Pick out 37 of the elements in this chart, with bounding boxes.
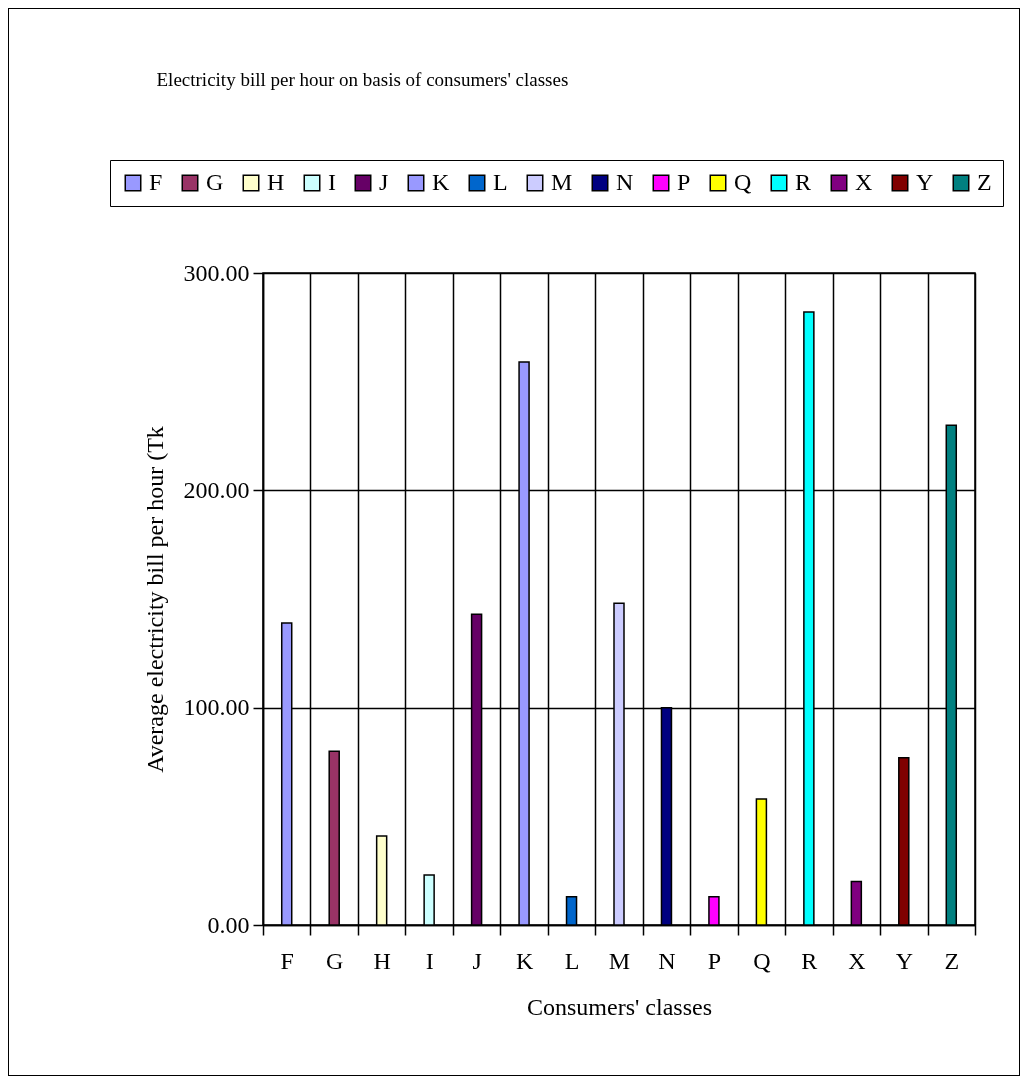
legend-label: M <box>551 169 573 195</box>
x-tick-label: X <box>848 947 866 974</box>
legend-label: Q <box>734 169 752 195</box>
x-axis-title: Consumers' classes <box>527 993 712 1020</box>
legend-label: Z <box>977 169 992 195</box>
chart-title: Electricity bill per hour on basis of consumers' classes <box>156 68 569 90</box>
x-tick-label: G <box>326 947 344 974</box>
legend-label: P <box>677 169 691 195</box>
y-tick-label: 300.00 <box>183 259 250 286</box>
legend-label: R <box>795 169 812 195</box>
x-tick-label: R <box>801 947 818 974</box>
y-tick-label: 200.00 <box>183 476 250 503</box>
x-tick-label: L <box>564 947 580 974</box>
x-tick-label: J <box>472 947 482 974</box>
x-tick-label: H <box>373 947 391 974</box>
x-tick-label: F <box>280 947 294 974</box>
legend-label: J <box>379 169 389 195</box>
x-tick-label: I <box>425 947 434 974</box>
x-tick-label: Z <box>944 947 960 974</box>
x-tick-label: P <box>707 947 722 974</box>
legend-label: G <box>206 169 224 195</box>
legend-label: Y <box>916 169 934 195</box>
legend-label: N <box>616 169 634 195</box>
legend-label: H <box>267 169 285 195</box>
legend-label: F <box>149 169 163 195</box>
x-tick-label: Q <box>753 947 771 974</box>
y-tick-label: 100.00 <box>183 694 250 721</box>
legend-label: X <box>855 169 873 195</box>
y-axis-title: Average electricity bill per hour (Tk <box>141 426 168 773</box>
x-tick-label: M <box>608 947 631 974</box>
y-tick-label: 0.00 <box>207 911 250 938</box>
x-tick-label: K <box>515 947 534 974</box>
x-tick-label: N <box>658 947 676 974</box>
legend-label: K <box>432 169 450 195</box>
legend-label: I <box>328 169 336 195</box>
legend-label: L <box>493 169 508 195</box>
x-tick-label: Y <box>895 947 913 974</box>
